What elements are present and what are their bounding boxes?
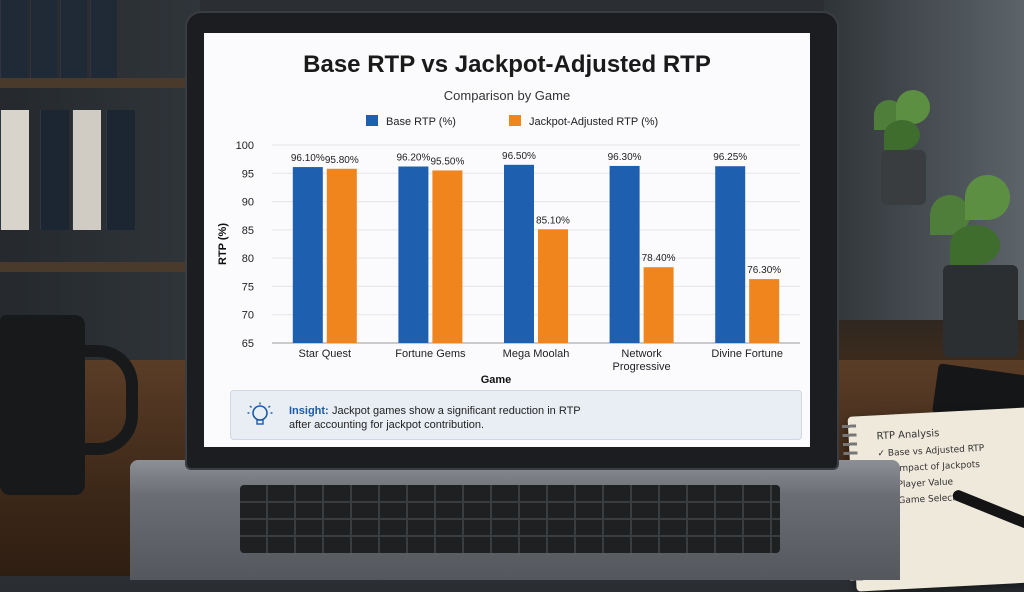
leaf xyxy=(950,225,1000,265)
data-label: 96.20% xyxy=(396,152,430,163)
plant-pot xyxy=(881,150,926,205)
lightbulb-icon xyxy=(247,402,273,425)
laptop-keyboard[interactable] xyxy=(240,485,780,553)
x-tick-label: Star Quest xyxy=(299,348,352,360)
data-label: 76.30% xyxy=(747,265,781,276)
leaf xyxy=(965,175,1010,220)
binder xyxy=(60,0,87,78)
y-tick-label: 65 xyxy=(242,338,254,350)
binder xyxy=(0,110,29,230)
legend-item-adjusted: Jackpot-Adjusted RTP (%) xyxy=(509,115,658,128)
legend-swatch-base xyxy=(366,115,378,126)
y-tick-label: 75 xyxy=(242,281,254,293)
bar-adjusted-rtp xyxy=(749,279,780,343)
binder xyxy=(0,0,27,78)
binder xyxy=(106,110,135,230)
shelf-board xyxy=(0,78,200,88)
data-label: 95.80% xyxy=(325,155,359,166)
laptop-screen: Base RTP vs Jackpot-Adjusted RTP Compari… xyxy=(204,33,810,447)
key-row-divider xyxy=(240,535,780,537)
x-tick-label: Network xyxy=(621,348,662,360)
plant-pot xyxy=(943,265,1018,357)
bar-chart: 65 70 75 80 85 90 95 100 96.10% 95.80% Star Quest 9… xyxy=(236,140,800,386)
insight-text: Jackpot games show a significant reducti… xyxy=(332,405,581,417)
bar-base-rtp xyxy=(609,165,640,343)
binder xyxy=(90,0,117,78)
data-label: 96.25% xyxy=(713,152,747,163)
insight-box: Insight: Jackpot games show a significan… xyxy=(230,390,802,440)
y-tick-label: 85 xyxy=(242,225,254,237)
insight-label: Insight: xyxy=(289,405,329,417)
data-label: 96.30% xyxy=(608,152,642,163)
y-tick-label: 80 xyxy=(242,253,254,265)
data-label: 96.50% xyxy=(502,151,536,162)
legend-item-base: Base RTP (%) xyxy=(366,115,456,128)
shelf-board xyxy=(0,262,200,272)
bar-base-rtp xyxy=(504,164,534,343)
x-tick-label: Progressive xyxy=(613,361,671,373)
x-tick-label: Fortune Gems xyxy=(395,348,466,360)
binder xyxy=(30,0,57,78)
coffee-mug xyxy=(0,315,85,495)
chart-title: Base RTP vs Jackpot-Adjusted RTP xyxy=(303,51,711,78)
data-label: 96.10% xyxy=(291,153,325,164)
x-tick-label: Mega Moolah xyxy=(503,348,570,360)
legend-label: Jackpot-Adjusted RTP (%) xyxy=(529,116,659,128)
y-tick-label: 90 xyxy=(242,197,254,209)
bar-base-rtp xyxy=(398,166,429,343)
notepad-title: RTP Analysis xyxy=(876,428,940,443)
y-tick-label: 100 xyxy=(236,140,254,152)
key-row-divider xyxy=(240,501,780,503)
insight-text: after accounting for jackpot contributio… xyxy=(289,419,485,431)
chart-legend: Base RTP (%) Jackpot-Adjusted RTP (%) xyxy=(204,115,810,133)
bar-adjusted-rtp xyxy=(643,267,674,343)
leaf xyxy=(884,120,920,150)
notepad-item: ✓ Impact of Jackpots xyxy=(886,459,981,475)
binder xyxy=(72,110,101,230)
potted-plant xyxy=(866,80,936,210)
data-label: 85.10% xyxy=(536,215,570,226)
bar-adjusted-rtp xyxy=(432,170,463,343)
bar-adjusted-rtp xyxy=(326,168,357,343)
bar-adjusted-rtp xyxy=(538,229,568,343)
y-axis-label: RTP (%) xyxy=(216,223,229,265)
legend-label: Base RTP (%) xyxy=(386,116,456,128)
bar-base-rtp xyxy=(292,167,323,343)
y-tick-label: 70 xyxy=(242,310,254,322)
data-label: 95.50% xyxy=(430,156,464,167)
legend-swatch-adjusted xyxy=(509,115,521,126)
x-axis-label: Game xyxy=(481,374,512,386)
x-tick-label: Divine Fortune xyxy=(711,348,783,360)
data-label: 78.40% xyxy=(642,253,676,264)
chart-subtitle: Comparison by Game xyxy=(443,88,571,103)
y-tick-label: 95 xyxy=(242,168,254,180)
leaf xyxy=(896,90,930,124)
notepad-item: ✓ Base vs Adjusted RTP xyxy=(877,443,985,460)
mug-handle xyxy=(74,345,138,455)
bookshelf xyxy=(0,0,200,360)
potted-plant xyxy=(925,165,1024,365)
bar-base-rtp xyxy=(715,166,746,343)
binder xyxy=(40,110,69,230)
key-row-divider xyxy=(240,518,780,520)
